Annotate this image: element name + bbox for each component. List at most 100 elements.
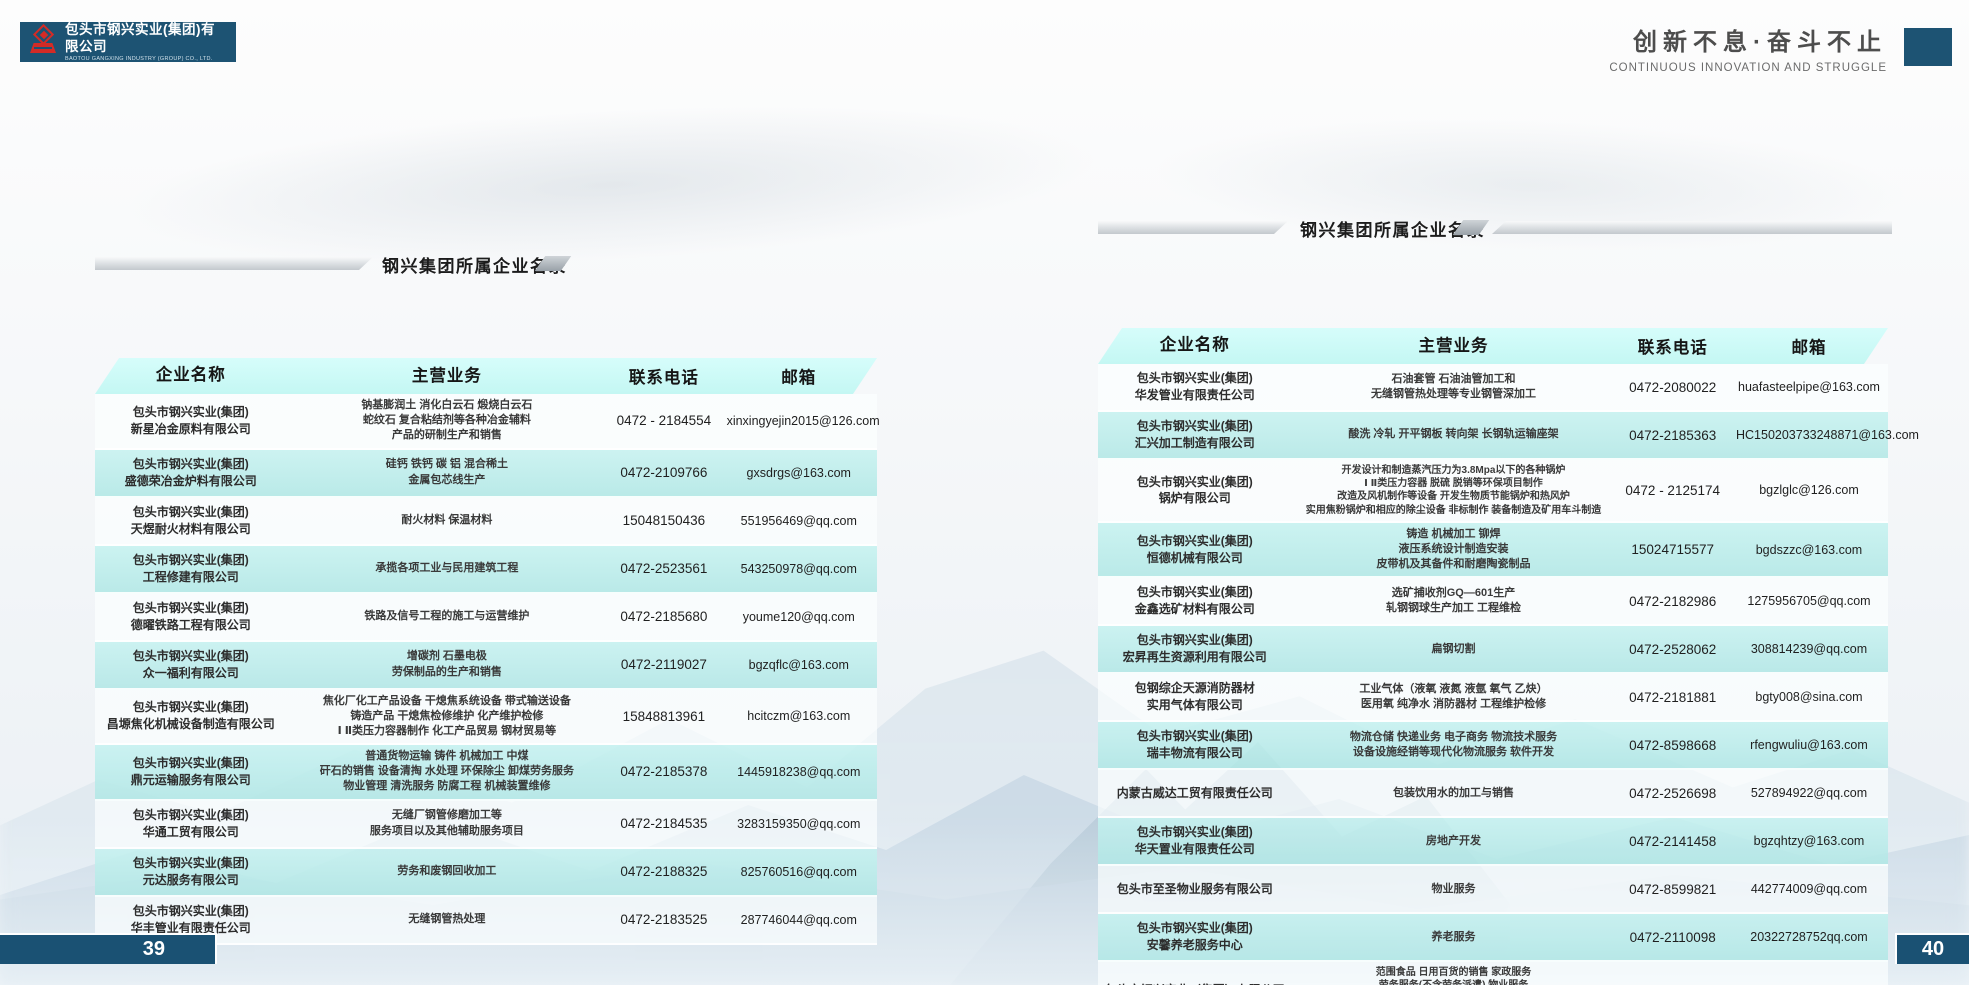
company-name-cell: 包头市钢兴实业(集团) 德曜铁路工程有限公司 [130,600,251,632]
company-name-cell: 包头市钢兴实业(集团) 瑞丰物流有限公司 [1136,729,1253,761]
email-cell: 1445918238@qq.com [737,764,861,779]
business-cell: 承揽各项工业与民用建筑工程 [375,561,519,574]
enterprise-table-page-39: 企业名称 主营业务 联系电话 邮箱 包头市钢兴实业(集团) 新星冶金原料有限公司… [95,358,880,945]
table-row: 包头市钢兴实业(集团) 华发管业有限责任公司 石油套管 石油油管加工和 无缝钢管… [1098,364,1888,412]
table-body: 包头市钢兴实业(集团) 新星冶金原料有限公司 钠基膨润土 消化白云石 煅烧白云石… [95,394,880,945]
header-cell-company: 企业名称 [1159,336,1230,355]
table-row: 包头市钢兴实业(集团) 新星冶金原料有限公司 钠基膨润土 消化白云石 煅烧白云石… [95,394,880,450]
phone-cell: 0472 - 2184554 [616,413,712,429]
table-row: 包头市钢兴实业(集团) 众一福利有限公司 增碳剂 石墨电极 劳保制品的生产和销售… [95,641,877,690]
slogan-en: CONTINUOUS INNOVATION AND STRUGGLE [1609,62,1887,74]
table-row: 包头市钢兴实业(集团) 天煜耐火材料有限公司 耐火材料 保温材料 1504815… [95,497,877,546]
company-name-cell: 包头市钢兴实业(集团) 锅炉有限公司 [1136,474,1253,506]
header-cell-business: 主营业务 [1418,336,1489,355]
business-cell: 选矿捕收剂GQ—601生产 轧钢钢球生产加工 工程维检 [1385,587,1522,615]
email-cell: gxsdrgs@163.com [746,465,851,480]
table-row: 包头市钢兴实业(集团) 华通工贸有限公司 无缝厂钢管修磨加工等 服务项目以及其他… [95,800,877,849]
email-cell: 287746044@qq.com [740,912,857,927]
header-cell-phone: 联系电话 [628,369,699,387]
table-row: 包头市钢兴实业(集团) 恒德机械有限公司 铸造 机械加工 铆焊 液压系统设计制造… [1098,522,1888,579]
phone-cell: 0472-2109766 [620,465,708,481]
phone-cell: 0472-2185680 [620,609,708,625]
business-cell: 无缝钢管热处理 [408,912,486,925]
email-cell: 825760516@qq.com [740,864,857,879]
email-cell: 551956469@qq.com [740,513,857,528]
table-row: 包头市钢兴实业(集团) 汇兴加工制造有限公司 酸洗 冷轧 开平钢板 转向架 长钢… [1098,412,1919,460]
business-cell: 焦化厂化工产品设备 干熄焦系统设备 带式输送设备 铸造产品 干熄焦检修维护 化产… [322,694,571,737]
header-cell-company: 企业名称 [155,366,226,385]
table-row: 内蒙古威达工贸有限责任公司 包装饮用水的加工与销售 0472-2526698 5… [1098,770,1888,819]
table-row: 包头市钢兴实业(集团) 德曜铁路工程有限公司 铁路及信号工程的施工与运营维护 0… [95,593,877,642]
email-cell: youme120@qq.com [742,609,855,624]
table-row: 包头市钢兴实业(集团) 华天置业有限责任公司 房地产开发 0472-214145… [1098,818,1888,867]
table-row: 包头市钢兴实业(集团) 瑞丰物流有限公司 物流仓储 快递业务 电子商务 物流技术… [1098,722,1888,771]
email-cell: 442774009@qq.com [1750,882,1868,897]
phone-cell: 15048150436 [622,513,706,529]
phone-cell: 0472-2181881 [1629,689,1717,705]
company-name-cell: 包头市至圣物业服务有限公司 [1116,881,1273,896]
business-cell: 普通货物运输 铸件 机械加工 中煤 矸石的销售 设备清掏 水处理 环保除尘 卸煤… [319,750,574,793]
company-name-cell: 包头市钢兴实业(集团) 华丰管业有限责任公司 [130,903,251,935]
phone-cell: 0472-2528062 [1629,641,1717,657]
business-cell: 劳务和废钢回收加工 [397,864,497,877]
table-row: 包头市至圣物业服务有限公司 物业服务 0472-8599821 44277400… [1098,866,1888,915]
cloud-decoration [1147,106,1913,264]
email-cell: bgzqflc@163.com [748,657,849,672]
company-name-cell: 包头市钢兴实业(集团) 元达服务有限公司 [132,855,249,887]
phone-cell: 0472 - 2125174 [1625,482,1720,498]
phone-cell: 0472-2526698 [1629,785,1717,801]
table-row: 包头市钢兴实业(集团) 安馨养老服务中心 养老服务 0472-2110098 2… [1098,914,1888,963]
email-cell: bgzqhtzy@163.com [1753,834,1865,849]
ribbon-bar [1492,221,1892,234]
table-row: 包头市钢兴实业(集团) 锅炉有限公司 开发设计和制造蒸汽压力为3.8Mpa以下的… [1098,460,1888,523]
phone-cell: 0472-8598668 [1629,737,1717,753]
company-name-cell: 包头市钢兴实业(集团) 众一福利有限公司 [132,648,249,680]
phone-cell: 0472-2119027 [620,657,707,673]
phone-cell: 0472-2523561 [620,561,708,577]
table-row: 包头市钢兴实业(集团) 盛德荣冶金炉料有限公司 硅钙 铁钙 碳 铝 混合稀土 金… [95,449,877,498]
email-cell: huafasteelpipe@163.com [1738,380,1880,394]
email-cell: rfengwuliu@163.com [1750,738,1868,753]
business-cell: 钠基膨润土 消化白云石 煅烧白云石 蛇纹石 复合粘结剂等各种冶金辅料 产品的研制… [361,399,533,442]
email-cell: 308814239@qq.com [1750,642,1868,657]
header-cell-business: 主营业务 [411,366,482,385]
company-name-cell: 包头市钢兴实业(集团) 昌塬焦化机械设备制造有限公司 [106,700,275,732]
company-name-cell: 包头市钢兴实业(集团) 恒德机械有限公司 [1136,533,1253,565]
company-name-cell: 包头市钢兴实业(集团) 鼎元运输服务有限公司 [130,755,251,787]
business-cell: 铁路及信号工程的施工与运营维护 [364,609,530,622]
phone-cell: 15848813961 [622,708,706,724]
business-cell: 物流仓储 快递业务 电子商务 物流技术服务 设备设施经销等现代化物流服务 软件开… [1349,731,1558,759]
page-number-left: 39 [0,933,217,964]
business-cell: 石油套管 石油油管加工和 无缝钢管热处理等专业钢管深加工 [1370,372,1536,400]
phone-cell: 0472-2110098 [1629,929,1716,945]
company-name-cell: 包头市钢兴实业(集团) 华通工贸有限公司 [132,807,249,839]
email-cell: hcitczm@163.com [747,709,851,724]
table-row: 包头市钢兴实业(集团) 金鑫选矿材料有限公司 选矿捕收剂GQ—601生产 轧钢钢… [1098,578,1888,627]
email-cell: 1275956705@qq.com [1747,594,1871,609]
business-cell: 耐火材料 保温材料 [401,513,493,526]
table-header: 企业名称 主营业务 联系电话 邮箱 [95,358,877,394]
logo-company-name: 包头市钢兴实业(集团)有限公司 [65,22,215,54]
phone-cell: 0472-2183525 [620,912,708,928]
business-cell: 养老服务 [1431,930,1476,943]
email-cell: xinxingyejin2015@126.com [726,413,880,428]
email-cell: 3283159350@qq.com [737,816,861,831]
header-cell-phone: 联系电话 [1637,339,1708,357]
ribbon-bar [1098,221,1288,234]
email-cell: HC150203733248871@163.com [1735,428,1919,442]
phone-cell: 0472-8599821 [1629,881,1717,897]
business-cell: 物业服务 [1431,882,1476,895]
email-cell: 543250978@qq.com [740,561,857,576]
section-title-right: 钢兴集团所属企业名录 [1300,221,1485,240]
email-cell: 527894922@qq.com [1750,786,1868,801]
business-cell: 房地产开发 [1425,834,1481,847]
phone-cell: 0472-2184535 [620,816,708,832]
company-name-cell: 包头市钢兴实业（集团）有限公司 家政服务分公司 [1098,982,1292,985]
business-cell: 无缝厂钢管修磨加工等 服务项目以及其他辅助服务项目 [369,809,524,837]
table-row: 包钢综企天源消防器材 实用气体有限公司 工业气体（液氧 液氮 液氩 氧气 乙炔）… [1098,674,1888,723]
company-name-cell: 包头市钢兴实业(集团) 安馨养老服务中心 [1136,921,1253,953]
company-logo-icon [28,23,58,58]
email-cell: bgty008@sina.com [1755,690,1863,705]
business-cell: 包装饮用水的加工与销售 [1392,786,1514,799]
